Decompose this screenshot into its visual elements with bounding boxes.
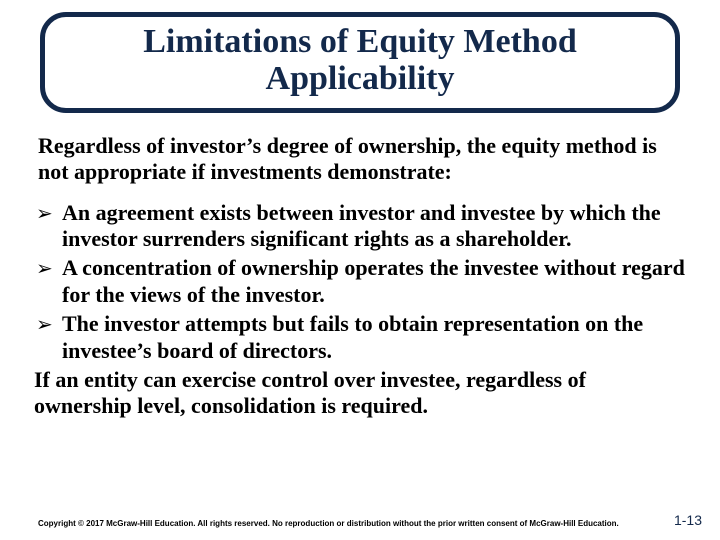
closing-paragraph: If an entity can exercise control over i… <box>34 367 686 421</box>
copyright-text: Copyright © 2017 McGraw-Hill Education. … <box>38 519 619 528</box>
list-item: ➢ The investor attempts but fails to obt… <box>34 311 686 365</box>
title-box: Limitations of Equity Method Applicabili… <box>40 12 680 113</box>
title-line-2: Applicability <box>266 60 455 97</box>
footer: Copyright © 2017 McGraw-Hill Education. … <box>0 512 720 528</box>
list-item: ➢ A concentration of ownership operates … <box>34 255 686 309</box>
bullet-list: ➢ An agreement exists between investor a… <box>34 200 686 365</box>
page-number: 1-13 <box>674 512 702 528</box>
slide: Limitations of Equity Method Applicabili… <box>0 0 720 540</box>
bullet-icon: ➢ <box>34 200 62 227</box>
title-line-1: Limitations of Equity Method <box>143 23 577 60</box>
intro-paragraph: Regardless of investor’s degree of owner… <box>38 133 682 186</box>
bullet-text: The investor attempts but fails to obtai… <box>62 311 686 365</box>
list-item: ➢ An agreement exists between investor a… <box>34 200 686 254</box>
bullet-text: A concentration of ownership operates th… <box>62 255 686 309</box>
bullet-text: An agreement exists between investor and… <box>62 200 686 254</box>
bullet-icon: ➢ <box>34 255 62 282</box>
bullet-icon: ➢ <box>34 311 62 338</box>
slide-title: Limitations of Equity Method Applicabili… <box>65 23 655 98</box>
